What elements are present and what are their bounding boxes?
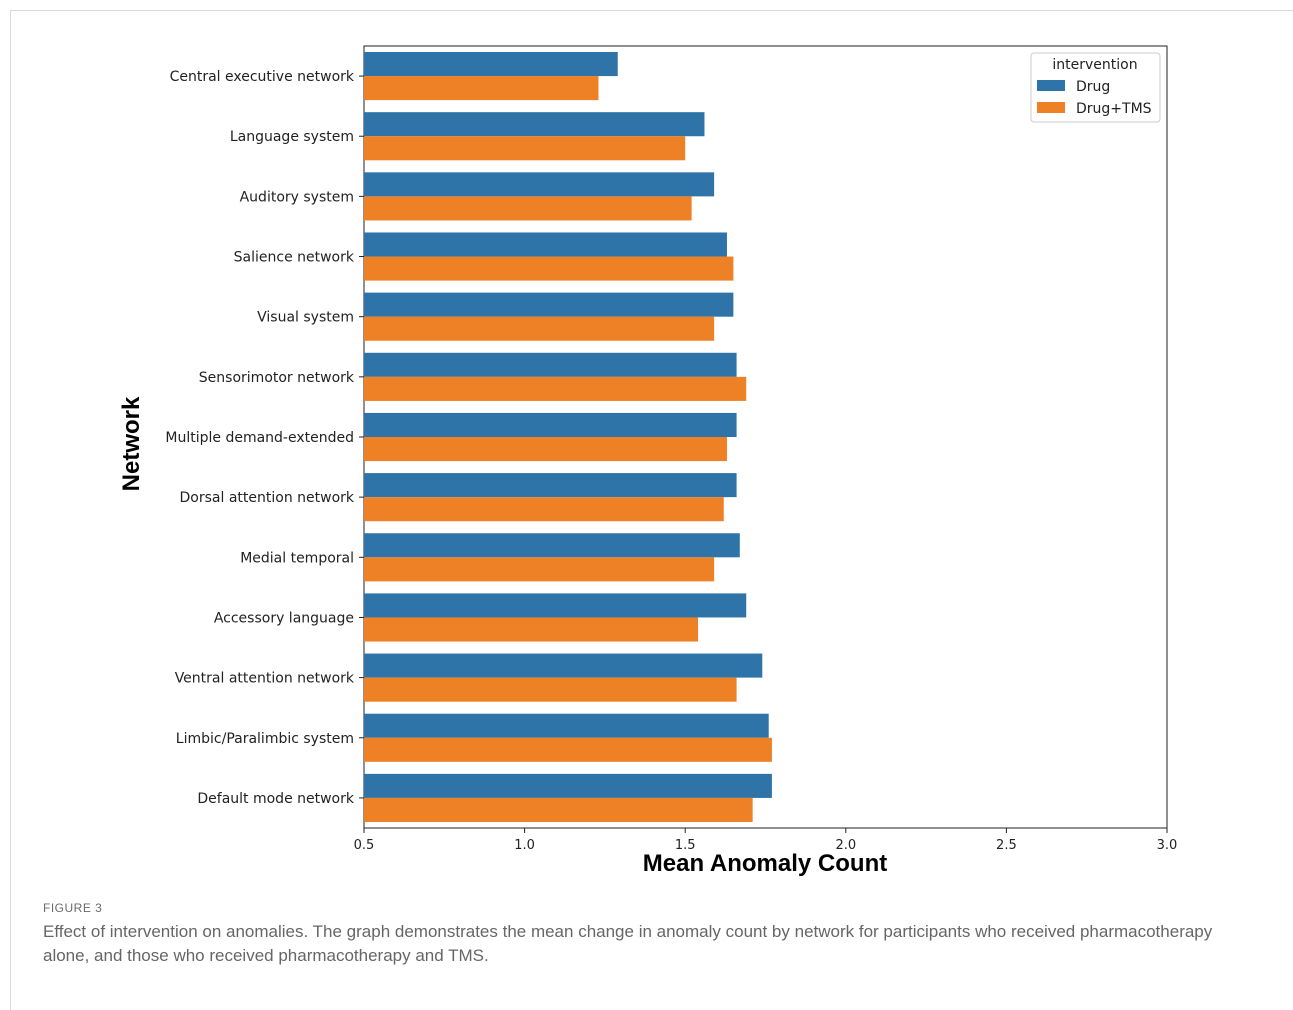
bar-drug-tms-1 — [364, 76, 599, 101]
legend-label: Drug — [1076, 79, 1110, 95]
legend-swatch-drug — [1037, 80, 1065, 91]
bar-drug-12 — [364, 713, 769, 738]
x-tick-label: 0.5 — [354, 838, 375, 853]
legend: intervention Drug Drug+TMS — [1030, 52, 1161, 123]
legend-label: Drug+TMS — [1076, 101, 1152, 117]
bar-drug-8 — [364, 473, 737, 498]
bars-group — [364, 52, 772, 822]
y-tick-label: Ventral attention network — [175, 671, 355, 687]
y-tick-label: Multiple demand-extended — [165, 430, 354, 446]
x-axis: 0.5 1.0 1.5 2.0 2.5 3.0 — [354, 828, 1178, 853]
x-axis-title: Mean Anomaly Count — [643, 850, 887, 877]
x-tick-label: 1.0 — [514, 838, 535, 853]
bar-drug-tms-13 — [364, 797, 753, 822]
bar-drug-tms-2 — [364, 136, 686, 161]
x-tick-label: 1.5 — [675, 838, 696, 853]
bar-drug-3 — [364, 172, 715, 197]
bar-drug-tms-6 — [364, 376, 747, 401]
y-tick-label: Central executive network — [170, 69, 355, 85]
y-tick-label: Accessory language — [214, 610, 354, 626]
bar-drug-1 — [364, 52, 618, 77]
bar-drug-5 — [364, 292, 734, 317]
bar-chart: Central executive network Language system… — [118, 45, 1178, 877]
bar-drug-tms-3 — [364, 196, 692, 221]
y-axis-title: Network — [118, 396, 145, 491]
bar-drug-tms-7 — [364, 437, 727, 462]
legend-swatch-drug-tms — [1037, 102, 1065, 113]
y-tick-label: Default mode network — [197, 791, 355, 807]
bar-drug-9 — [364, 533, 740, 558]
x-tick-label: 2.5 — [996, 838, 1017, 853]
x-tick-label: 2.0 — [835, 838, 856, 853]
y-tick-label: Medial temporal — [240, 550, 354, 566]
figure-frame — [10, 10, 1293, 1010]
y-axis: Central executive network Language system… — [165, 69, 364, 807]
y-tick-label: Salience network — [234, 250, 355, 266]
y-tick-label: Visual system — [257, 310, 354, 326]
bar-drug-13 — [364, 773, 772, 798]
y-tick-label: Language system — [230, 129, 354, 145]
bar-drug-tms-8 — [364, 497, 724, 522]
bar-drug-7 — [364, 412, 737, 437]
y-tick-label: Dorsal attention network — [180, 490, 355, 506]
bar-drug-6 — [364, 352, 737, 377]
x-tick-label: 3.0 — [1157, 838, 1178, 853]
bar-drug-tms-5 — [364, 316, 715, 341]
bar-drug-10 — [364, 593, 747, 618]
y-tick-label: Limbic/Paralimbic system — [176, 731, 354, 747]
legend-title: intervention — [1052, 57, 1137, 73]
bar-drug-11 — [364, 653, 763, 678]
bar-drug-tms-4 — [364, 256, 734, 281]
bar-drug-tms-11 — [364, 677, 737, 702]
figure-caption: Effect of intervention on anomalies. The… — [43, 922, 1213, 965]
bar-drug-tms-9 — [364, 557, 715, 582]
bar-drug-tms-12 — [364, 737, 772, 762]
figure-label: FIGURE 3 — [43, 901, 103, 915]
bar-drug-tms-10 — [364, 617, 699, 642]
bar-drug-2 — [364, 112, 705, 137]
y-tick-label: Sensorimotor network — [199, 370, 355, 386]
bar-drug-4 — [364, 232, 727, 257]
y-tick-label: Auditory system — [240, 189, 354, 205]
